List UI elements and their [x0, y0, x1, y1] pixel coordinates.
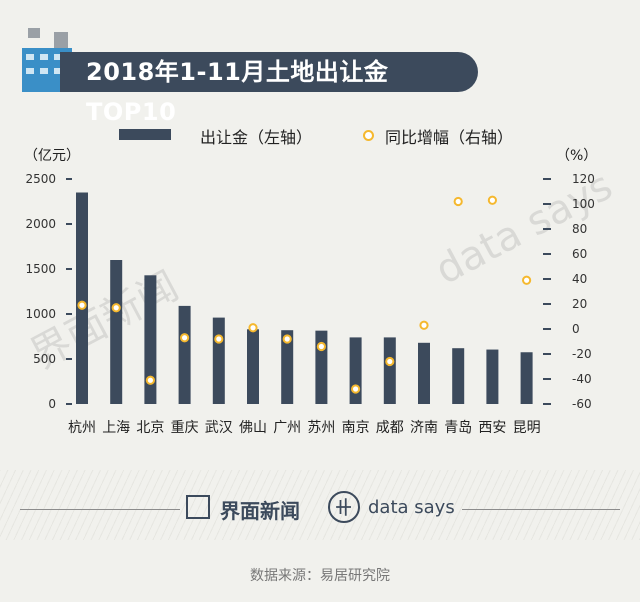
left-tick-label: 0: [48, 397, 56, 411]
left-axis: 0 500 1000 1500 2000 2500: [25, 172, 72, 411]
legend-dot-label: 同比增幅（右轴）: [385, 128, 514, 147]
left-tick-label: 2500: [25, 172, 56, 186]
right-tick-label: 20: [572, 297, 587, 311]
footer-datasays: data says: [368, 497, 455, 518]
legend-bar-swatch: [119, 129, 171, 140]
category-label: 杭州: [68, 420, 96, 436]
bar-昆明: [520, 352, 533, 404]
right-axis: -60 -40 -20 0 20 40 60 80 100 120: [543, 172, 595, 411]
dot-杭州: [77, 300, 87, 310]
category-label: 苏州: [307, 420, 335, 436]
dot-佛山: [248, 323, 258, 333]
bar-武汉: [212, 317, 225, 404]
right-tick-label: 120: [572, 172, 595, 186]
left-tick-label: 500: [33, 352, 56, 366]
category-label: 佛山: [239, 420, 267, 436]
dot-昆明: [522, 275, 532, 285]
dot-上海: [111, 303, 121, 313]
category-label: 西安: [478, 420, 506, 436]
dot-北京: [145, 375, 155, 385]
legend-bar-label: 出让金（左轴）: [200, 128, 313, 147]
left-axis-unit: （亿元）: [24, 148, 80, 164]
right-tick-label: 100: [572, 197, 595, 211]
bar-西安: [486, 349, 499, 404]
bar-青岛: [452, 348, 465, 404]
left-tick-label: 2000: [25, 217, 56, 231]
bar-佛山: [247, 329, 259, 404]
bar-series: [76, 192, 533, 404]
chart-title: 2018年1-11月土地出让金TOP10: [60, 52, 478, 126]
data-says-logo-icon: [328, 491, 360, 523]
dot-series: [77, 195, 532, 394]
category-label: 广州: [273, 420, 301, 436]
dot-重庆: [180, 333, 190, 343]
category-label: 昆明: [513, 420, 541, 436]
bar-广州: [281, 330, 294, 404]
bar-重庆: [178, 305, 191, 404]
footer-divider-left: [20, 509, 180, 510]
bar-济南: [418, 342, 430, 404]
category-label: 成都: [376, 420, 404, 436]
dot-济南: [419, 320, 429, 330]
right-tick-label: 40: [572, 272, 587, 286]
right-tick-label: -20: [572, 347, 592, 361]
dot-苏州: [316, 341, 326, 352]
bar-南京: [349, 337, 362, 404]
dot-青岛: [453, 196, 463, 207]
right-tick-label: -60: [572, 397, 592, 411]
dot-广州: [282, 334, 292, 344]
bar-北京: [144, 275, 157, 404]
footer-brand: 界面新闻: [220, 499, 300, 523]
footer-divider-right: [462, 509, 620, 510]
category-axis: 杭州 上海 北京 重庆 武汉 佛山 广州 苏州 南京 成都 济南 青岛 西安 昆明: [68, 420, 541, 436]
category-label: 北京: [136, 420, 164, 436]
category-label: 青岛: [444, 420, 472, 436]
dot-武汉: [214, 334, 224, 344]
dot-成都: [385, 356, 395, 367]
category-label: 南京: [342, 420, 370, 436]
right-axis-unit: （%）: [556, 148, 598, 164]
bar-杭州: [76, 192, 88, 404]
category-label: 重庆: [171, 420, 199, 436]
bar-上海: [110, 260, 123, 404]
right-tick-label: 80: [572, 222, 587, 236]
dot-南京: [351, 384, 361, 394]
bar-成都: [383, 337, 396, 404]
category-label: 上海: [102, 420, 130, 436]
data-source: 数据来源：易居研究院: [250, 568, 390, 584]
right-tick-label: -40: [572, 372, 592, 386]
dot-西安: [487, 195, 497, 205]
brand-logo-icon: [186, 495, 210, 519]
left-tick-label: 1500: [25, 262, 56, 276]
category-label: 武汉: [205, 420, 233, 436]
right-tick-label: 60: [572, 247, 587, 261]
right-tick-label: 0: [572, 322, 580, 336]
bar-苏州: [315, 330, 328, 404]
legend-dot-swatch: [363, 130, 374, 141]
left-tick-label: 1000: [25, 307, 56, 321]
footer-hatch: [0, 470, 640, 540]
category-label: 济南: [410, 420, 438, 436]
